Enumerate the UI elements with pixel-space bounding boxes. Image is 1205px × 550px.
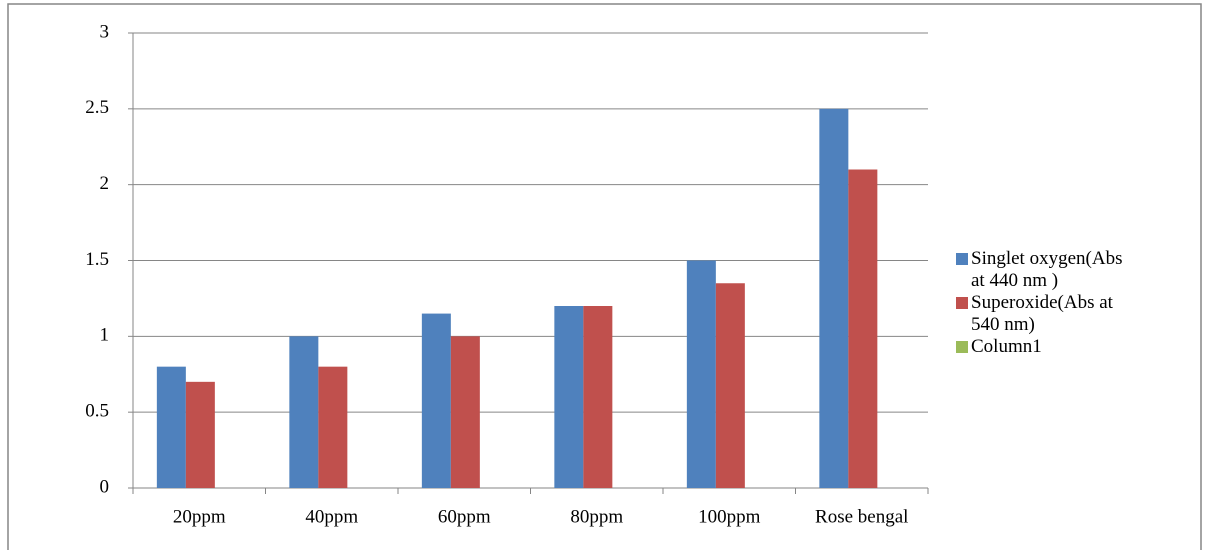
legend-swatch [956,341,968,353]
bar [554,306,584,488]
bar [686,260,716,488]
y-tick-label: 0.5 [85,401,109,422]
legend: Singlet oxygen(Abs at 440 nm ) Superoxide… [956,248,1136,358]
bar [318,366,348,488]
x-tick-label: 60ppm [438,506,491,527]
x-tick-label: 80ppm [570,506,623,527]
legend-swatch [956,297,968,309]
chart-border [7,3,1202,550]
bar [289,336,319,488]
x-tick-label: 20ppm [173,506,226,527]
legend-item: Singlet oxygen(Abs at 440 nm ) [956,248,1136,292]
bar [450,336,480,488]
y-tick-label: 0 [100,476,110,497]
legend-swatch [956,253,968,265]
bar [583,306,613,488]
y-tick-label: 3 [100,21,110,42]
legend-label: Column1 [971,336,1042,357]
legend-label: Singlet oxygen(Abs at 440 nm ) [971,248,1123,291]
bar [421,313,451,488]
bar [715,283,745,488]
legend-item: Column1 [956,336,1136,358]
legend-item: Superoxide(Abs at 540 nm) [956,292,1136,336]
y-tick-label: 2.5 [85,97,109,118]
bar [819,108,849,488]
legend-label: Superoxide(Abs at 540 nm) [971,292,1113,335]
bar [185,381,215,488]
x-tick-label: 100ppm [698,506,761,527]
y-tick-label: 1 [100,325,110,346]
bar [156,366,186,488]
x-tick-label: 40ppm [305,506,358,527]
bar [848,169,878,488]
y-tick-label: 1.5 [85,249,109,270]
y-tick-label: 2 [100,173,110,194]
x-tick-label: Rose bengal [815,506,908,527]
